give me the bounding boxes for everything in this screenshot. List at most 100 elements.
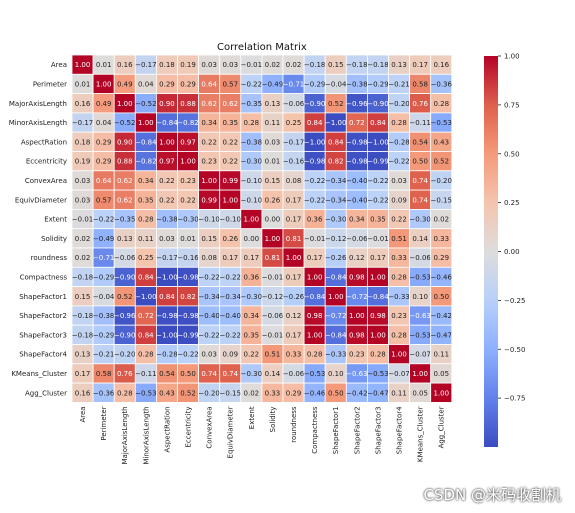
cell-value-label: −0.98 xyxy=(346,158,367,166)
cell-value-label: −0.10 xyxy=(241,177,262,185)
cell-value-label: 0.01 xyxy=(75,80,91,88)
colorbar-tick-label: −0.50 xyxy=(504,346,525,354)
cell-value-label: −0.22 xyxy=(220,273,241,281)
cell-value-label: −0.22 xyxy=(220,331,241,339)
cell-value-label: 0.84 xyxy=(159,293,175,301)
cell-value-label: −0.35 xyxy=(241,100,262,108)
cell-value-label: 0.36 xyxy=(307,216,323,224)
cell-value-label: −0.22 xyxy=(198,331,219,339)
cell-value-label: −0.12 xyxy=(262,293,283,301)
cell-value-label: 1.00 xyxy=(96,80,112,88)
cell-value-label: −0.34 xyxy=(325,177,347,185)
cell-value-label: −0.30 xyxy=(409,216,430,224)
cell-value-label: 0.51 xyxy=(391,235,407,243)
cell-value-label: 0.03 xyxy=(159,235,175,243)
cell-value-label: −0.90 xyxy=(367,100,388,108)
cell-value-label: 0.35 xyxy=(244,331,260,339)
y-tick-label: ShapeFactor3 xyxy=(19,331,67,339)
colorbar-ticks: 1.00 0.75 0.50 0.25 0.00 −0.25 −0.50 −0.75 xyxy=(498,53,525,403)
cell-value-label: −0.17 xyxy=(156,254,177,262)
cell-value-label: 0.88 xyxy=(117,158,133,166)
cell-value-label: −0.30 xyxy=(241,293,262,301)
cell-value-label: −0.38 xyxy=(156,216,177,224)
cell-value-label: 0.02 xyxy=(265,61,281,69)
cell-value-label: 0.98 xyxy=(349,273,365,281)
cell-value-label: 0.14 xyxy=(412,235,428,243)
cell-value-label: −1.00 xyxy=(367,138,388,146)
cell-value-label: −0.30 xyxy=(177,216,198,224)
cell-value-label: −0.33 xyxy=(325,351,346,359)
cell-value-label: 0.03 xyxy=(201,61,217,69)
cell-value-label: 0.58 xyxy=(412,80,428,88)
x-tick-label: Solidity xyxy=(269,406,277,432)
chart-title: Correlation Matrix xyxy=(217,42,307,53)
cell-value-label: −0.34 xyxy=(325,196,347,204)
cell-value-label: 1.00 xyxy=(159,138,175,146)
cell-value-label: 0.23 xyxy=(180,177,196,185)
cell-value-label: −0.49 xyxy=(262,80,283,88)
cell-value-label: 0.35 xyxy=(138,196,154,204)
cell-value-label: −0.22 xyxy=(304,177,325,185)
cell-value-label: −0.42 xyxy=(431,312,452,320)
cell-value-label: −0.40 xyxy=(198,312,219,320)
cell-value-label: −0.11 xyxy=(409,119,430,127)
cell-value-label: −0.33 xyxy=(388,293,409,301)
cell-value-label: 0.84 xyxy=(138,331,154,339)
cell-value-label: −0.29 xyxy=(93,331,114,339)
cell-value-label: 0.02 xyxy=(286,61,302,69)
cell-value-label: −0.82 xyxy=(135,158,156,166)
cell-value-label: 0.02 xyxy=(75,254,91,262)
cell-value-label: −0.99 xyxy=(177,331,198,339)
cell-value-label: 0.03 xyxy=(222,61,238,69)
cell-value-label: −0.10 xyxy=(220,216,241,224)
cell-value-label: 0.28 xyxy=(244,119,260,127)
cell-value-label: −0.35 xyxy=(114,216,135,224)
cell-value-label: 0.17 xyxy=(307,254,323,262)
cell-value-label: 0.17 xyxy=(75,370,91,378)
cell-value-label: −0.71 xyxy=(93,254,114,262)
cell-value-label: 1.00 xyxy=(117,100,133,108)
cell-value-label: 0.57 xyxy=(96,196,112,204)
cell-value-label: 0.50 xyxy=(328,389,344,397)
cell-value-label: 0.17 xyxy=(286,196,302,204)
cell-value-label: −1.00 xyxy=(304,138,325,146)
cell-value-label: 0.29 xyxy=(286,389,302,397)
cell-value-label: 0.18 xyxy=(75,138,91,146)
cell-value-label: −0.18 xyxy=(367,61,388,69)
cell-value-label: −0.22 xyxy=(367,177,388,185)
x-tick-label: ShapeFactor3 xyxy=(374,406,382,454)
cell-value-label: −0.52 xyxy=(135,100,156,108)
cell-value-label: 0.11 xyxy=(391,389,407,397)
cell-value-label: −0.38 xyxy=(93,312,114,320)
cell-value-label: 0.49 xyxy=(117,80,133,88)
cell-value-label: −0.98 xyxy=(177,312,198,320)
x-tick-label: roundness xyxy=(290,406,298,443)
cell-value-label: 0.62 xyxy=(201,100,217,108)
cell-value-label: 0.57 xyxy=(222,80,238,88)
cell-value-label: −0.10 xyxy=(198,216,219,224)
watermark: CSDN @米码收割机 xyxy=(423,486,561,504)
cell-value-label: 0.16 xyxy=(75,100,91,108)
cell-value-label: 0.23 xyxy=(349,351,365,359)
cell-value-label: −0.01 xyxy=(262,331,283,339)
cell-value-label: 0.17 xyxy=(370,254,386,262)
x-tick-label: AspectRation xyxy=(163,406,171,452)
cell-value-label: 0.26 xyxy=(265,196,281,204)
cell-value-label: 0.15 xyxy=(75,293,91,301)
cell-value-label: −0.72 xyxy=(346,293,367,301)
cell-value-label: 0.13 xyxy=(117,235,133,243)
cell-value-label: 0.17 xyxy=(244,254,260,262)
cell-value-label: −0.01 xyxy=(72,216,93,224)
colorbar-tick-label: 0.25 xyxy=(504,199,520,207)
cell-value-label: 0.04 xyxy=(96,119,112,127)
cell-value-label: 0.15 xyxy=(328,61,344,69)
cell-value-label: 0.28 xyxy=(370,351,386,359)
cell-value-label: −0.06 xyxy=(114,254,136,262)
cell-value-label: 0.52 xyxy=(117,293,133,301)
cell-value-label: 0.64 xyxy=(96,177,112,185)
y-tick-label: Compactness xyxy=(20,273,68,281)
cell-value-label: 0.19 xyxy=(75,158,91,166)
cell-value-label: 0.52 xyxy=(180,389,196,397)
cell-value-label: 1.00 xyxy=(370,273,386,281)
cell-value-label: 0.34 xyxy=(138,177,154,185)
